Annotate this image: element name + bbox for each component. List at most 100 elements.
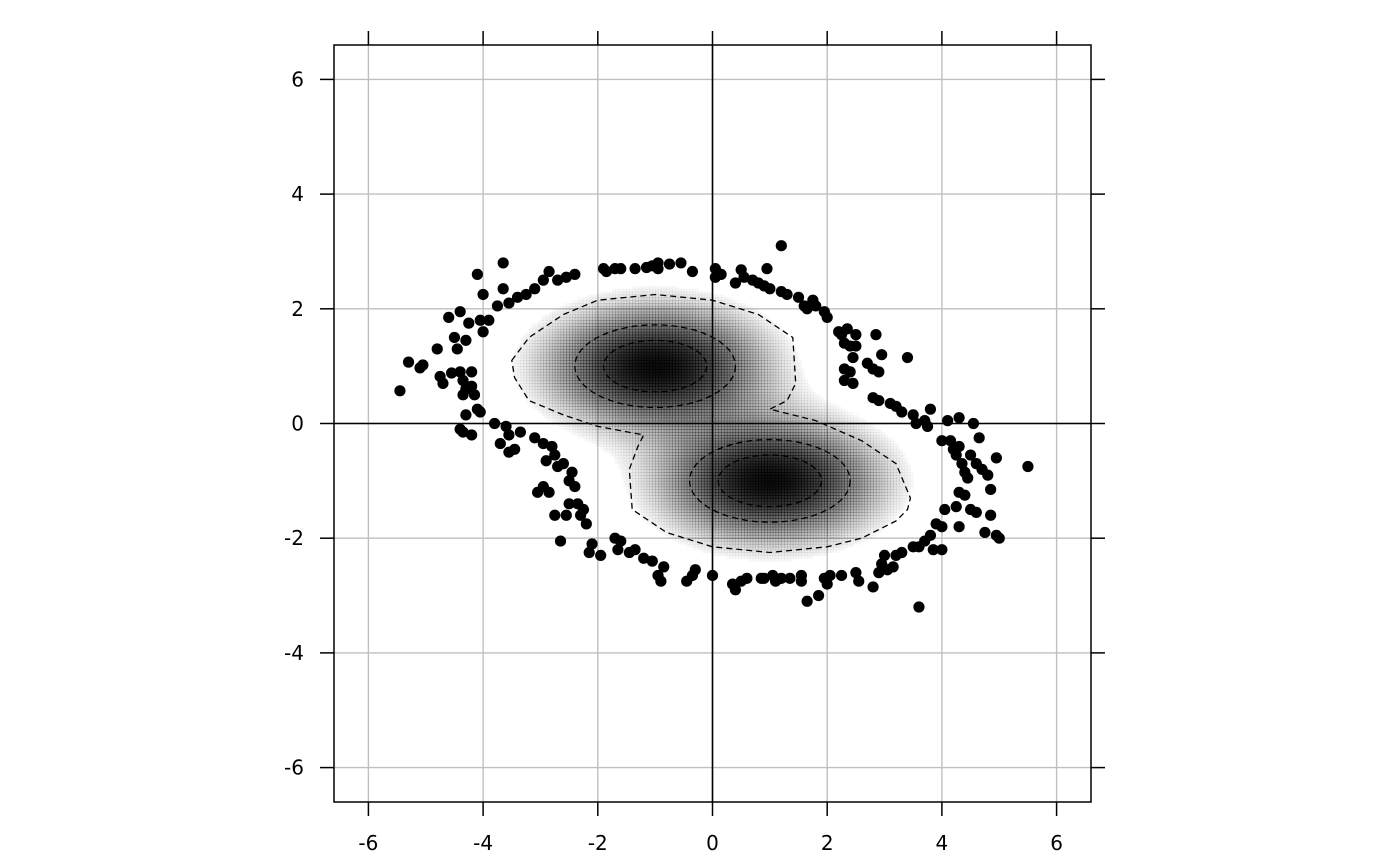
density-cell bbox=[586, 308, 590, 313]
density-cell bbox=[721, 457, 725, 462]
density-cell bbox=[712, 426, 716, 430]
density-cell bbox=[620, 346, 625, 350]
density-cell bbox=[723, 351, 728, 356]
density-cell bbox=[660, 460, 665, 465]
density-cell bbox=[660, 480, 665, 485]
density-cell bbox=[660, 409, 665, 413]
density-cell bbox=[574, 346, 579, 350]
density-cell bbox=[678, 300, 682, 304]
density-cell bbox=[606, 334, 610, 339]
density-cell bbox=[680, 334, 685, 339]
density-cell bbox=[675, 369, 679, 373]
density-cell bbox=[632, 420, 636, 425]
density-cell bbox=[718, 452, 722, 456]
density-cell bbox=[589, 420, 593, 425]
density-cell bbox=[586, 409, 590, 413]
density-cell bbox=[729, 532, 734, 536]
density-cell bbox=[660, 515, 665, 519]
density-cell bbox=[683, 520, 688, 525]
density-cell bbox=[600, 300, 605, 304]
density-cell bbox=[569, 414, 573, 419]
density-cell bbox=[620, 423, 625, 427]
density-cell bbox=[683, 400, 688, 405]
density-cell bbox=[701, 529, 705, 534]
density-cell bbox=[615, 323, 619, 327]
density-cell bbox=[709, 518, 714, 522]
density-cell bbox=[615, 326, 619, 330]
density-cell bbox=[626, 391, 630, 396]
density-cell bbox=[566, 311, 570, 316]
density-cell bbox=[569, 340, 573, 344]
density-cell bbox=[655, 369, 659, 373]
density-cell bbox=[666, 434, 671, 439]
density-cell bbox=[603, 294, 608, 298]
density-cell bbox=[612, 305, 616, 310]
density-cell bbox=[640, 363, 645, 367]
density-cell bbox=[723, 437, 728, 442]
density-cell bbox=[712, 506, 716, 511]
density-cell bbox=[517, 369, 521, 373]
density-cell bbox=[709, 483, 714, 488]
density-cell bbox=[683, 369, 688, 373]
density-cell bbox=[620, 440, 625, 445]
density-cell bbox=[726, 308, 731, 313]
density-cell bbox=[726, 337, 731, 341]
density-cell bbox=[718, 483, 722, 488]
density-cell bbox=[600, 348, 605, 353]
density-cell bbox=[646, 294, 651, 298]
density-cell bbox=[655, 303, 659, 307]
density-cell bbox=[609, 397, 613, 402]
density-cell bbox=[583, 397, 587, 402]
density-cell bbox=[729, 452, 734, 456]
density-cell bbox=[629, 326, 633, 330]
density-cell bbox=[689, 483, 694, 488]
density-cell bbox=[583, 394, 587, 399]
density-cell bbox=[663, 455, 668, 459]
density-cell bbox=[537, 331, 542, 336]
density-cell bbox=[523, 374, 527, 379]
density-cell bbox=[686, 305, 691, 310]
density-cell bbox=[583, 308, 587, 313]
density-cell bbox=[675, 529, 679, 534]
density-cell bbox=[715, 443, 719, 448]
density-cell bbox=[675, 380, 679, 384]
density-cell bbox=[652, 409, 656, 413]
density-cell bbox=[635, 348, 639, 353]
density-cell bbox=[554, 414, 559, 419]
density-cell bbox=[563, 326, 567, 330]
density-cell bbox=[652, 472, 656, 476]
density-cell bbox=[557, 420, 562, 425]
density-cell bbox=[571, 366, 576, 370]
density-cell bbox=[669, 509, 673, 513]
density-cell bbox=[528, 357, 533, 362]
density-cell bbox=[617, 328, 622, 333]
density-cell bbox=[721, 515, 725, 519]
density-cell bbox=[646, 434, 651, 439]
density-cell bbox=[672, 343, 676, 347]
density-cell bbox=[609, 412, 613, 416]
density-cell bbox=[712, 311, 716, 316]
density-cell bbox=[528, 363, 533, 367]
density-cell bbox=[546, 357, 550, 362]
density-cell bbox=[695, 443, 699, 448]
density-cell bbox=[723, 300, 728, 304]
density-cell bbox=[686, 480, 691, 485]
density-cell bbox=[663, 354, 668, 359]
density-cell bbox=[649, 348, 653, 353]
density-cell bbox=[615, 380, 619, 384]
density-cell bbox=[620, 463, 625, 468]
density-cell bbox=[706, 475, 711, 479]
density-cell bbox=[709, 472, 714, 476]
density-cell bbox=[643, 397, 648, 402]
density-cell bbox=[686, 509, 691, 513]
density-cell bbox=[675, 460, 679, 465]
density-cell bbox=[706, 300, 711, 304]
density-cell bbox=[586, 429, 590, 433]
density-cell bbox=[606, 432, 610, 436]
density-cell bbox=[583, 351, 587, 356]
density-cell bbox=[712, 320, 716, 324]
density-cell bbox=[718, 409, 722, 413]
density-cell bbox=[678, 446, 682, 450]
density-cell bbox=[632, 288, 636, 293]
density-cell bbox=[709, 300, 714, 304]
